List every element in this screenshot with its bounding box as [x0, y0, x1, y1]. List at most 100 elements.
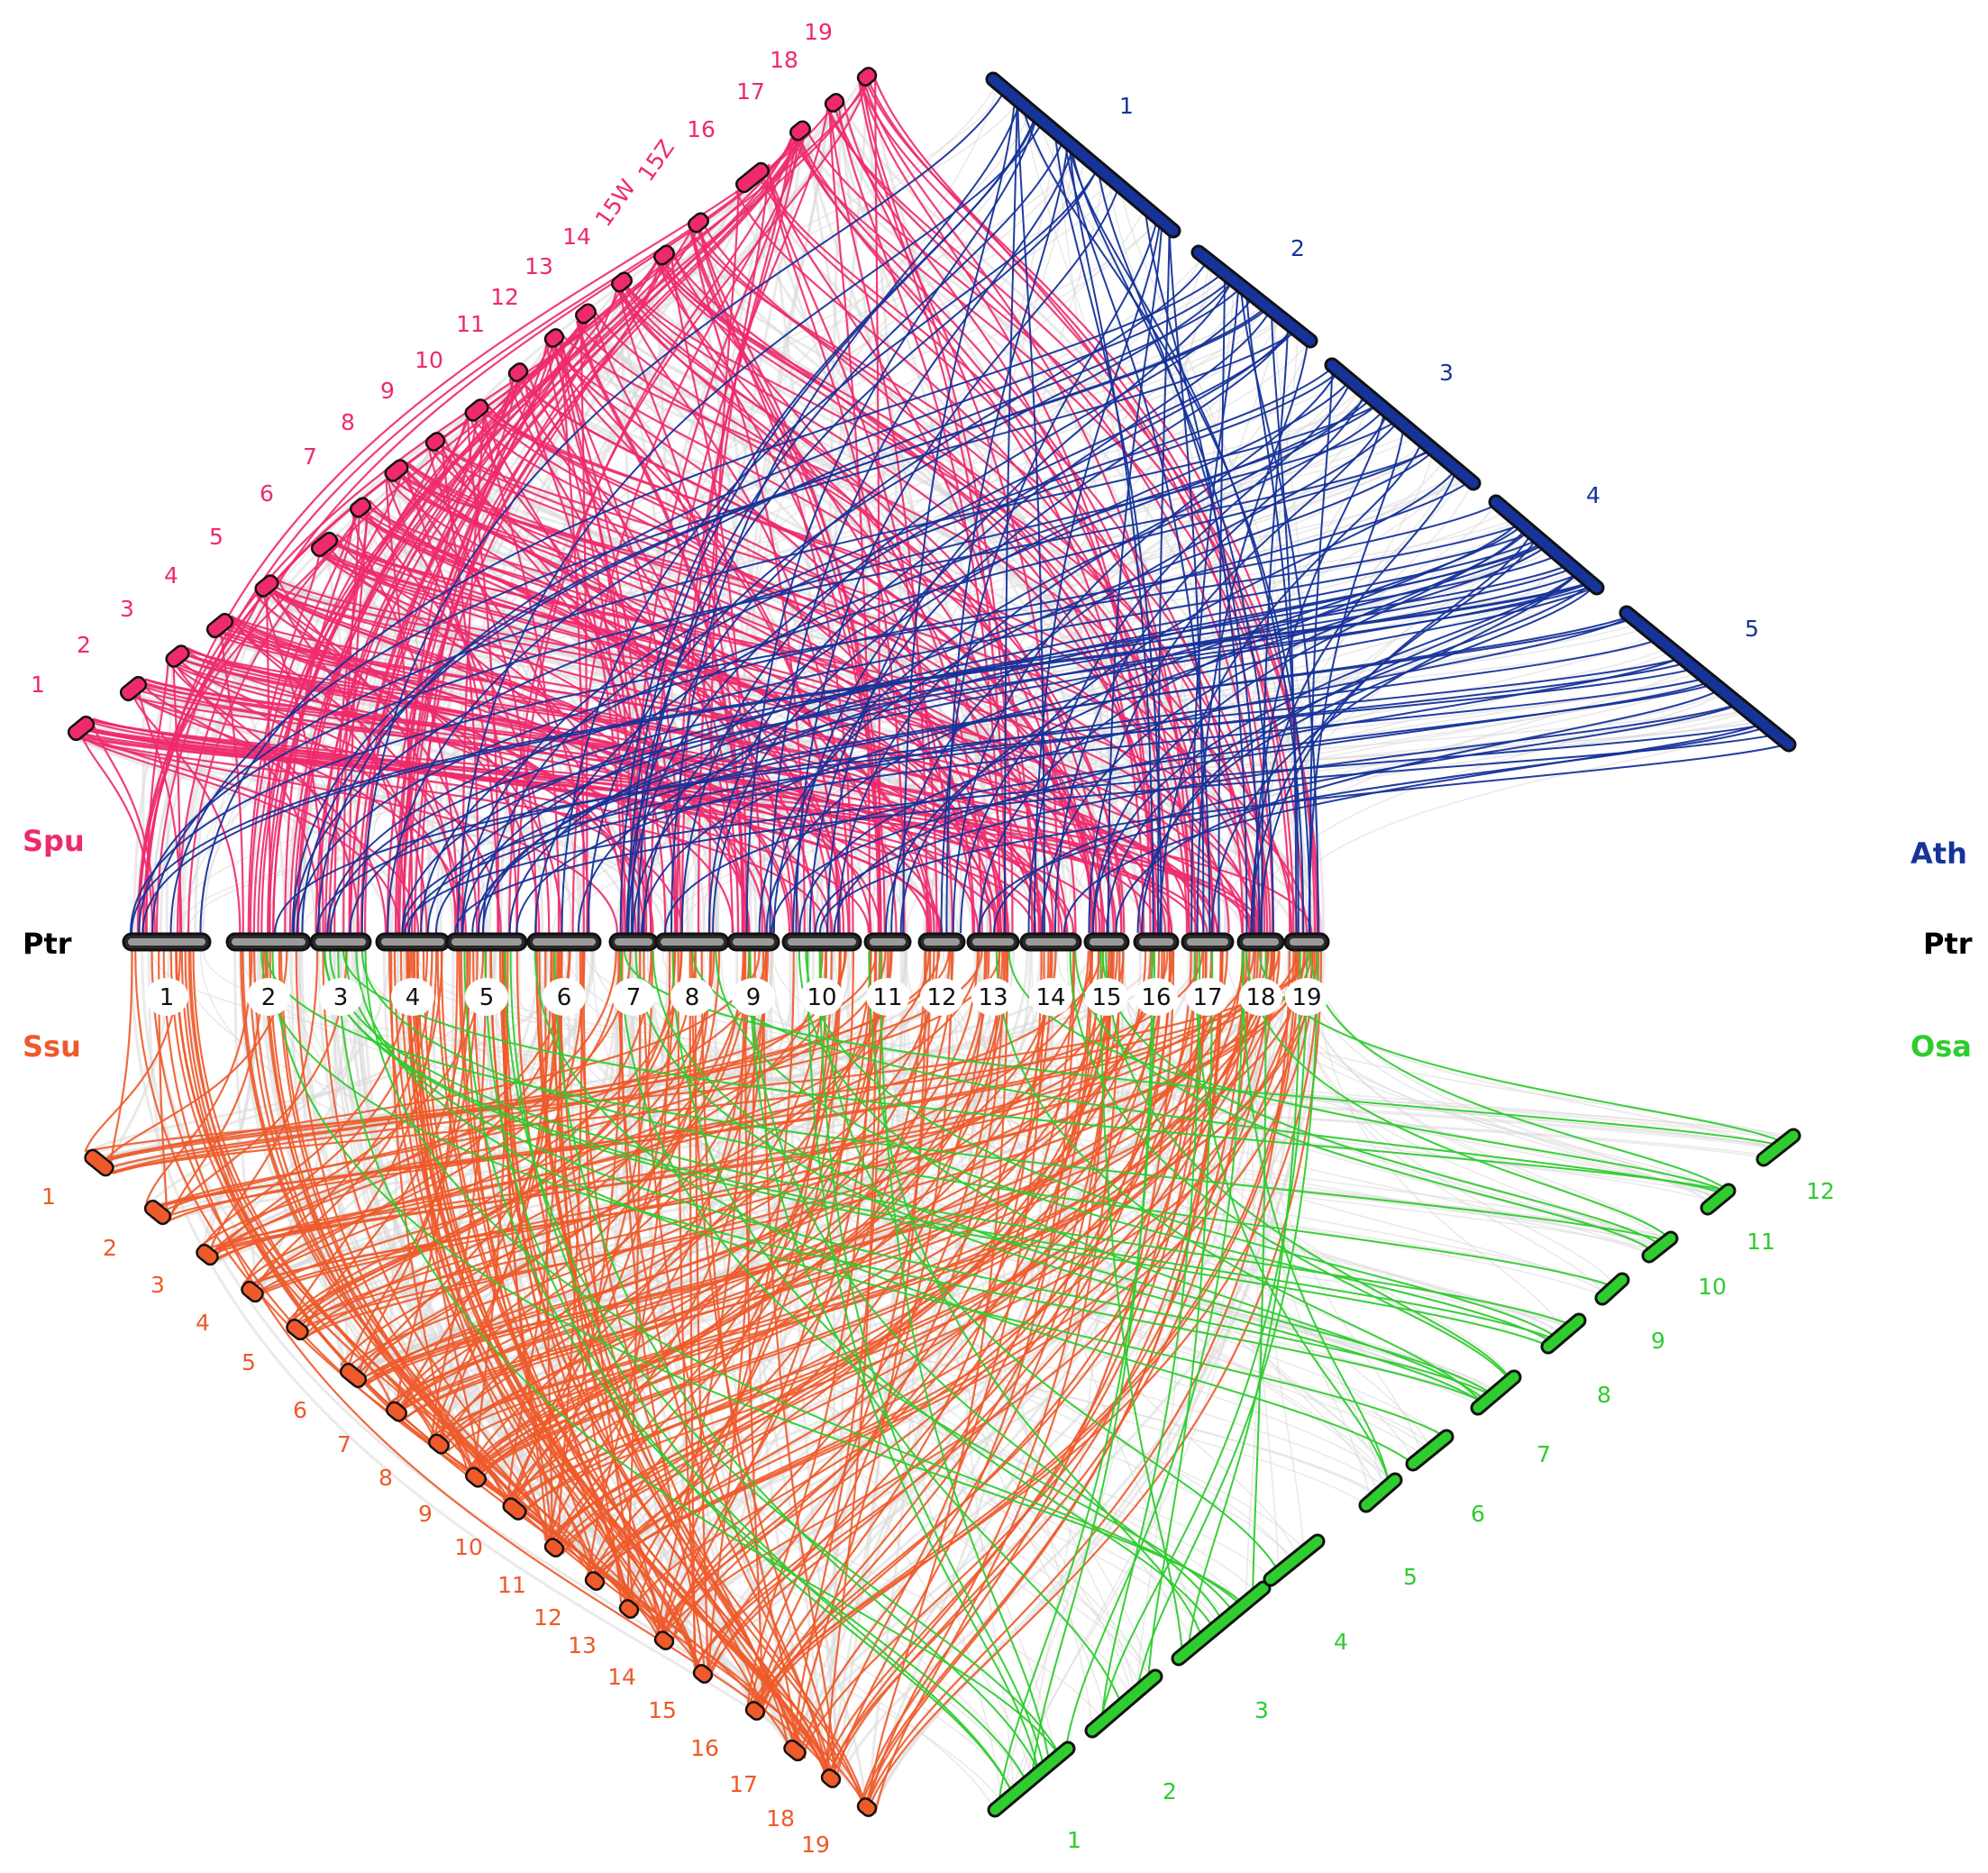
- osa-chromosome-bar: [1361, 1475, 1400, 1511]
- spu-link: [693, 225, 1214, 934]
- osa-link: [671, 950, 1216, 1631]
- osa-link: [652, 950, 1494, 1396]
- ptr-chromosome-fill: [1243, 938, 1279, 946]
- osa-chromosome-label: 11: [1746, 1229, 1775, 1255]
- background-link: [628, 509, 1507, 934]
- ssu-link: [400, 950, 563, 1416]
- ssu-link: [351, 950, 751, 1376]
- spu-link: [155, 128, 804, 934]
- ssu-chromosome-bar: [783, 1739, 807, 1762]
- ath-link: [317, 278, 1233, 934]
- ath-link: [138, 448, 1434, 934]
- ath-link: [637, 138, 1065, 934]
- spu-link: [360, 127, 805, 934]
- ptr-chromosome-fill: [451, 938, 522, 946]
- background-link: [1031, 649, 1673, 934]
- ath-link: [291, 306, 1270, 934]
- osa-chromosome-bar: [1408, 1431, 1452, 1469]
- osa-chromosome-bar: [1702, 1185, 1734, 1213]
- ptr-chromosome-label: 16: [1141, 984, 1171, 1011]
- ath-link: [1004, 99, 1018, 934]
- ath-link: [141, 581, 1592, 934]
- osa-link: [1258, 950, 1785, 1144]
- ssu-link: [145, 950, 253, 1204]
- ssu-link: [503, 950, 1269, 1502]
- ptr-chromosome-badge: [1285, 978, 1328, 1016]
- ath-link: [978, 726, 1768, 934]
- ath-link: [482, 370, 1340, 934]
- spu-link: [388, 475, 1006, 934]
- spu-chromosome-bar: [824, 93, 845, 113]
- osa-link: [749, 950, 1224, 1622]
- ath-link: [1063, 139, 1211, 934]
- ssu-chromosome-bar: [584, 1571, 606, 1591]
- ptr-chromosome-badge: [1085, 978, 1128, 1016]
- osa-link: [260, 950, 1485, 1403]
- ssu-chromosome-label: 2: [103, 1235, 117, 1261]
- osa-chromosome-bar: [1087, 1671, 1161, 1736]
- ptr-chromosome-badge: [1186, 978, 1229, 1016]
- spu-chromosome-label: 15Z: [633, 135, 679, 187]
- osa-link: [533, 950, 1414, 1465]
- background-link: [176, 443, 433, 934]
- osa-link: [360, 950, 1616, 1288]
- spu-link: [617, 284, 743, 934]
- ssu-link: [591, 950, 1161, 1580]
- ptr-chromosome-badge: [319, 978, 362, 1016]
- background-link: [681, 306, 1268, 934]
- ptr-chromosome-fill: [788, 938, 856, 946]
- osa-link: [634, 950, 1484, 1404]
- background-link: [551, 950, 1494, 1395]
- ssu-link: [436, 950, 1314, 1444]
- ssu-link: [242, 950, 506, 1502]
- ssu-link: [544, 950, 553, 1547]
- ptr-chromosome-badge: [920, 978, 963, 1016]
- ptr-chromosome-label: 5: [479, 984, 495, 1011]
- ssu-chromosome-bar: [820, 1768, 842, 1788]
- osa-chromosome-label: 7: [1537, 1441, 1551, 1467]
- ssu-chromosome-label: 15: [648, 1697, 677, 1723]
- ptr-chromosome-badge: [800, 978, 844, 1016]
- ath-chromosome-label: 5: [1745, 616, 1759, 642]
- spu-chromosome-label: 18: [770, 47, 798, 73]
- osa-link: [1105, 950, 1512, 1381]
- spu-link: [560, 332, 585, 934]
- spu-link: [756, 172, 1215, 934]
- spu-chromosome-label: 1: [31, 672, 45, 698]
- ssu-link: [108, 950, 133, 1172]
- ssu-link: [515, 950, 863, 1804]
- spu-link: [558, 333, 634, 934]
- ssu-link: [593, 950, 1050, 1581]
- background-link: [661, 950, 1326, 1640]
- background-link: [462, 627, 1646, 934]
- ptr-chromosome-badge: [1239, 978, 1282, 1016]
- spu-chromosome-label: 14: [562, 224, 591, 250]
- ssu-chromosome-label: 12: [533, 1604, 562, 1631]
- spu-link: [214, 629, 1063, 934]
- ssu-link: [522, 950, 1166, 1516]
- osa-link: [463, 950, 1028, 1784]
- background-link: [201, 178, 1113, 934]
- background-link: [871, 950, 1302, 1813]
- spu-chromosome-label: 2: [77, 632, 91, 658]
- spu-link: [88, 720, 944, 934]
- osa-chromosome-bar: [989, 1743, 1073, 1815]
- spu-link: [327, 540, 1308, 934]
- ssu-link: [828, 950, 1197, 1778]
- ptr-right-species-label: Ptr: [1923, 927, 1973, 961]
- background-link: [702, 442, 1426, 934]
- osa-link: [1309, 950, 1729, 1192]
- spu-link: [260, 416, 470, 934]
- ssu-chromosome-bar: [196, 1243, 219, 1266]
- ptr-chromosome-fill: [1139, 938, 1173, 946]
- ptr-chromosome-fill: [1187, 938, 1228, 946]
- ssu-link: [470, 950, 1053, 1475]
- spu-chromosome-bar: [856, 67, 878, 87]
- spu-link: [576, 320, 744, 934]
- spu-link: [661, 256, 1197, 934]
- ssu-chromosome-bar: [502, 1497, 527, 1521]
- ptr-chromosome-label: 7: [626, 984, 642, 1011]
- osa-chromosome-label: 6: [1471, 1501, 1485, 1527]
- spu-link: [349, 74, 871, 934]
- ptr-chromosome-fill: [870, 938, 906, 946]
